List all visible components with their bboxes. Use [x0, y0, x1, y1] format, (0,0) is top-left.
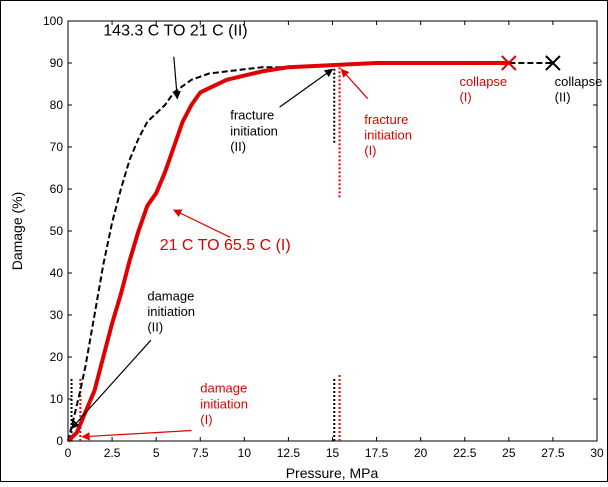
x-tick-label: 0 [65, 446, 72, 460]
annotation-arrow [173, 209, 231, 238]
annotation-text: initiation [230, 123, 278, 138]
x-axis-label: Pressure, MPa [286, 465, 379, 481]
annotation-text: damage [147, 288, 194, 303]
y-axis-label: Damage (%) [9, 192, 25, 271]
y-tick-label: 30 [50, 308, 64, 322]
collapse-markers [501, 55, 561, 71]
x-axis-ticks: 0 2.5 5 7.5 10 12.5 15 17.5 20 22.5 25 27.5 30 [65, 21, 604, 460]
annotation-text: (I) [200, 412, 212, 427]
x-tick-label: 27.5 [541, 446, 565, 460]
annotation-text: (I) [364, 143, 376, 158]
y-tick-label: 20 [50, 350, 64, 364]
annotation-text: (II) [147, 320, 163, 335]
annotation-text: initiation [147, 304, 195, 319]
plot-area [67, 20, 598, 442]
x-tick-label: 22.5 [453, 446, 477, 460]
annotation-text: 143.3 C TO 21 C (II) [103, 23, 247, 40]
y-tick-label: 40 [50, 266, 64, 280]
annotation-text: collapse [555, 74, 603, 89]
y-tick-label: 10 [50, 392, 64, 406]
collapse-marker [545, 55, 561, 71]
annotation-text: initiation [200, 396, 248, 411]
annotation-text: damage [200, 381, 247, 396]
x-tick-label: 5 [153, 446, 160, 460]
annotation: 21 C TO 65.5 C (I) [160, 209, 291, 254]
x-tick-label: 17.5 [365, 446, 389, 460]
annotation-text: collapse [459, 74, 507, 89]
x-tick-label: 7.5 [192, 446, 209, 460]
y-tick-label: 60 [50, 182, 64, 196]
annotation-arrow [340, 68, 369, 100]
collapse-marker [501, 55, 517, 71]
annotation-text: 21 C TO 65.5 C (I) [160, 237, 291, 254]
annotations: 143.3 C TO 21 C (II) 21 C TO 65.5 C (I) fr… [70, 23, 603, 441]
y-tick-label: 80 [50, 98, 64, 112]
annotation-text: fracture [230, 108, 274, 123]
y-tick-label: 70 [50, 140, 64, 154]
annotation-arrow [81, 429, 192, 441]
x-tick-label: 20 [414, 446, 428, 460]
annotation-arrow [172, 56, 181, 100]
annotation-text: fracture [364, 112, 408, 127]
y-tick-label: 50 [50, 224, 64, 238]
series-line-2 [66, 61, 509, 443]
x-tick-label: 30 [590, 446, 604, 460]
y-tick-label: 90 [50, 56, 64, 70]
y-axis-ticks: 0 10 20 30 40 50 60 70 80 90 100 [43, 14, 597, 448]
x-tick-label: 15 [326, 446, 340, 460]
x-tick-label: 2.5 [104, 446, 121, 460]
y-tick-label: 0 [56, 434, 63, 448]
annotation-text: (II) [230, 139, 246, 154]
annotation: collapse(I) [459, 74, 507, 105]
annotation: 143.3 C TO 21 C (II) [103, 23, 248, 100]
annotation-arrow [70, 339, 152, 430]
x-tick-label: 10 [238, 446, 252, 460]
x-tick-label: 25 [502, 446, 516, 460]
reference-lines [70, 63, 341, 441]
annotation-arrow [279, 68, 334, 108]
x-tick-label: 12.5 [277, 446, 301, 460]
data-series [66, 61, 553, 443]
y-tick-label: 100 [43, 14, 63, 28]
annotation-text: (I) [459, 90, 471, 105]
annotation-text: initiation [364, 128, 412, 143]
annotation-text: (II) [555, 90, 571, 105]
annotation: collapse(II) [555, 74, 603, 105]
